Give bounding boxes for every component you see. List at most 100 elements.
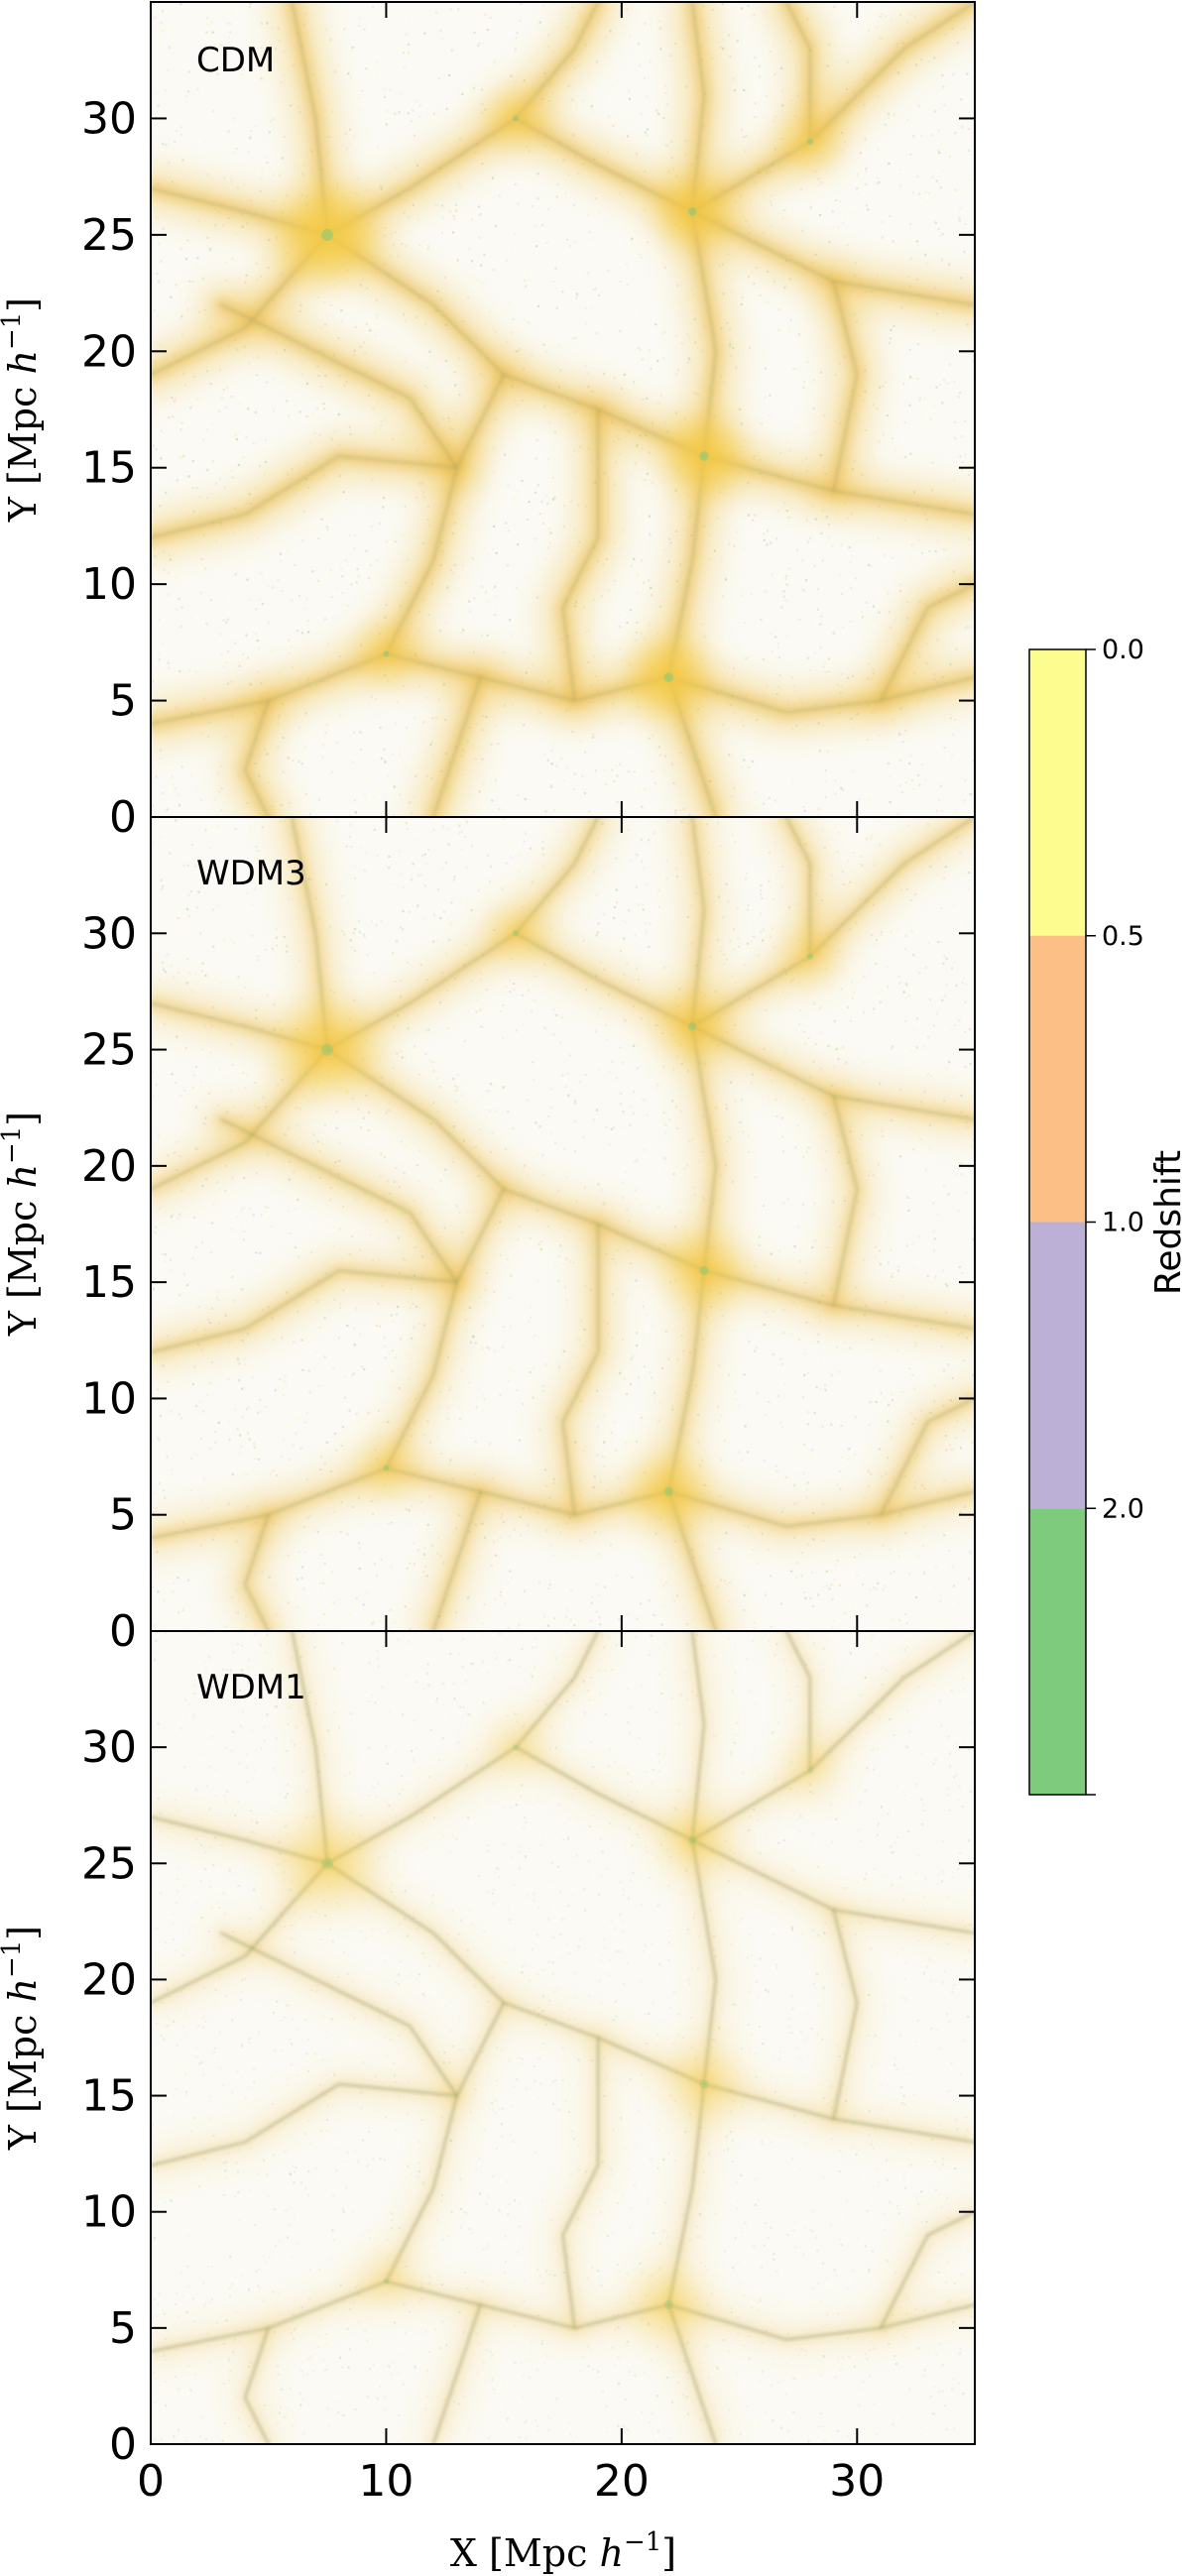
panel-wdm3: 0 5 10 15 20 25 30 WDM3 Y [Mpc h−1] bbox=[0, 816, 976, 1657]
filament-thread bbox=[151, 1466, 670, 1540]
filament-thread bbox=[220, 1932, 458, 2097]
filament-thread bbox=[220, 1117, 458, 1284]
y-tick-label: 5 bbox=[109, 2303, 137, 2354]
halo-node bbox=[493, 910, 539, 957]
halo-core bbox=[699, 2079, 709, 2089]
y-tick-label: 25 bbox=[81, 210, 137, 261]
filament-thread bbox=[832, 1909, 859, 2121]
y-axis-label-wdm1: Y [Mpc h−1] bbox=[0, 1926, 45, 2151]
filament-thread bbox=[691, 2, 975, 213]
filament-thread bbox=[151, 652, 670, 726]
filament-thread bbox=[561, 1223, 600, 1516]
halo-core bbox=[383, 650, 390, 657]
halo-core bbox=[806, 953, 813, 960]
halo-node bbox=[363, 2259, 410, 2304]
halo-node bbox=[632, 2268, 706, 2342]
filament-thread bbox=[514, 932, 694, 1028]
colorbar-ticks: 0.0 0.5 1.0 2.0 bbox=[1086, 635, 1144, 1796]
filament-thread bbox=[220, 303, 458, 469]
halo-node bbox=[363, 1445, 410, 1491]
halo-node bbox=[659, 1808, 725, 1873]
y-tick-label: 20 bbox=[81, 326, 137, 377]
halo-core bbox=[699, 451, 709, 461]
filament-thread bbox=[691, 2, 706, 213]
filament-thread bbox=[561, 2036, 600, 2329]
halo-nodes bbox=[282, 1724, 833, 2342]
x-tick-label: 10 bbox=[358, 2456, 414, 2507]
halo-core bbox=[513, 1744, 520, 1751]
colorbar-tick-label: 1.0 bbox=[1102, 1208, 1144, 1238]
colorbar: 0.0 0.5 1.0 2.0 Redshift bbox=[1028, 635, 1189, 1796]
y-tick-label: 15 bbox=[81, 1257, 137, 1308]
colorbar-bin bbox=[1029, 1222, 1086, 1509]
filament-thread bbox=[151, 1269, 458, 1353]
halo-node bbox=[659, 994, 725, 1059]
filament-thread bbox=[385, 2001, 506, 2283]
filament-thread bbox=[667, 2303, 975, 2341]
halo-node bbox=[632, 1455, 706, 1529]
x-axis-label: X [Mpc h−1] bbox=[450, 2527, 676, 2575]
colorbar-bin bbox=[1029, 935, 1086, 1223]
halo-node bbox=[786, 1747, 833, 1794]
halo-node bbox=[667, 1233, 741, 1308]
filament-thread bbox=[879, 583, 975, 702]
halo-node bbox=[667, 2048, 741, 2121]
x-tick-label: 30 bbox=[829, 2456, 885, 2507]
y-tick-label: 5 bbox=[109, 1490, 137, 1541]
panel-ticks-cdm: 0 5 10 15 20 25 30 bbox=[81, 2, 975, 843]
filament-thread bbox=[385, 1188, 506, 1469]
panel-label-wdm1: WDM1 bbox=[196, 1668, 306, 1707]
filament-thread bbox=[667, 676, 975, 714]
panel-cdm: 0 5 10 15 20 25 30 CDM Y [Mpc h−1] bbox=[0, 1, 976, 843]
y-axis-label-wdm3: Y [Mpc h−1] bbox=[0, 1112, 45, 1337]
filament-thread bbox=[151, 2280, 670, 2353]
halo-core bbox=[687, 1835, 697, 1845]
filament-thread bbox=[514, 1746, 694, 1841]
filament-thread bbox=[691, 817, 706, 1028]
halo-core bbox=[513, 115, 520, 122]
halo-core bbox=[663, 2299, 674, 2310]
panel-frame bbox=[150, 1630, 976, 2445]
y-tick-label: 30 bbox=[81, 908, 137, 959]
filament-thread bbox=[561, 408, 600, 702]
colorbar-tick-label: 0.5 bbox=[1102, 921, 1144, 952]
y-tick-label: 30 bbox=[81, 93, 137, 144]
plot-area-wdm3 bbox=[151, 817, 975, 1631]
y-tick-label: 0 bbox=[109, 792, 137, 843]
panel-label-cdm: CDM bbox=[196, 41, 275, 80]
plot-area-wdm1 bbox=[151, 1631, 975, 2444]
halo-core bbox=[806, 138, 813, 145]
filament-thread bbox=[243, 2326, 270, 2444]
y-tick-label: 15 bbox=[81, 443, 137, 494]
filament-thread bbox=[431, 676, 482, 817]
halo-nodes bbox=[282, 910, 833, 1529]
colorbar-bin bbox=[1029, 649, 1086, 936]
filament-thread bbox=[879, 2210, 975, 2329]
plot-area-cdm bbox=[151, 2, 975, 817]
filament-thread bbox=[785, 2, 811, 143]
filament-fine bbox=[151, 817, 975, 1631]
panel-label-wdm3: WDM3 bbox=[196, 854, 306, 893]
filament-thread bbox=[243, 699, 270, 817]
panel-wdm1: 0 5 10 15 20 25 30 0 10 20 30 WDM1 Y [Mpc h−1] bbox=[0, 1630, 976, 2507]
panel-ticks-wdm3: 0 5 10 15 20 25 30 bbox=[81, 817, 975, 1657]
filament-thread bbox=[431, 1490, 482, 1631]
y-tick-label: 30 bbox=[81, 1722, 137, 1773]
filament-thread bbox=[832, 280, 859, 493]
y-tick-label: 10 bbox=[81, 559, 137, 610]
filament-thread bbox=[243, 1513, 270, 1631]
halo-core bbox=[687, 207, 697, 216]
y-tick-label: 10 bbox=[81, 2187, 137, 2238]
colorbar-label: Redshift bbox=[1148, 1150, 1189, 1295]
filament-thread bbox=[431, 2303, 482, 2444]
halo-node bbox=[786, 933, 833, 980]
halo-node bbox=[493, 1724, 539, 1771]
y-tick-label: 0 bbox=[109, 2419, 137, 2470]
y-tick-label: 25 bbox=[81, 1838, 137, 1889]
filament-thread bbox=[785, 1631, 811, 1772]
filament-thread bbox=[691, 817, 975, 1028]
halo-core bbox=[663, 672, 674, 682]
colorbar-bins bbox=[1029, 649, 1086, 1795]
y-tick-label: 5 bbox=[109, 676, 137, 727]
